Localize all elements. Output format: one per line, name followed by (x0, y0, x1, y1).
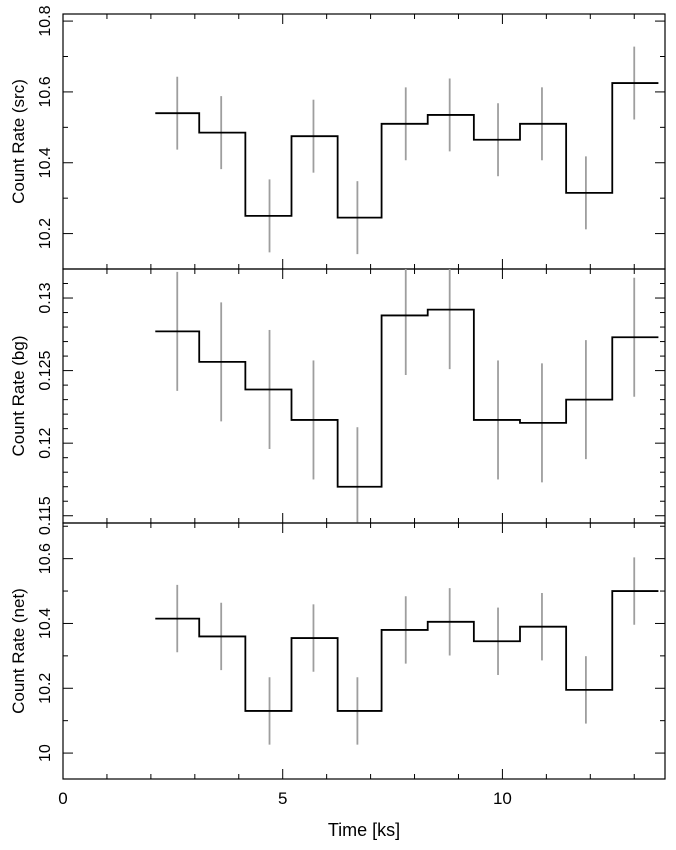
panel-src: 10.2 10.4 10.6 10.8 Count Rate (src) (9, 5, 666, 270)
y-tick-label: 0.12 (37, 427, 54, 458)
y-tick-label: 10 (37, 744, 54, 762)
y-tick-label: 10.8 (37, 5, 54, 36)
x-tick-label: 0 (58, 789, 67, 808)
panel-bg: 0.115 0.12 0.125 0.13 Count Rate (bg) (9, 268, 666, 535)
y-tick-label: 0.125 (37, 350, 54, 390)
y-tick-label: 10.2 (37, 673, 54, 704)
x-tick-label: 5 (278, 789, 287, 808)
y-tick-label: 10.4 (37, 608, 54, 639)
y-tick-label: 10.6 (37, 76, 54, 107)
y-tick-label: 10.2 (37, 218, 54, 249)
x-tick-label: 10 (493, 789, 512, 808)
y-axis-label-src: Count Rate (src) (9, 79, 28, 204)
panel-src-frame (62, 13, 666, 270)
y-tick-label: 0.115 (37, 496, 54, 535)
x-axis-label: Time [ks] (328, 820, 400, 840)
step-line-bg (155, 308, 659, 488)
step-line-net (155, 590, 659, 712)
y-tick-label: 10.6 (37, 543, 54, 574)
y-tick-label: 10.4 (37, 147, 54, 178)
panel-net-frame (62, 522, 666, 780)
panel-net: 10 10.2 10.4 10.6 Count Rate (net) (9, 522, 666, 780)
step-line-src (155, 82, 659, 219)
y-axis-label-net: Count Rate (net) (9, 588, 28, 714)
panel-bg-frame (62, 268, 666, 524)
y-tick-label: 0.13 (37, 282, 54, 313)
y-axis-label-bg: Count Rate (bg) (9, 336, 28, 457)
